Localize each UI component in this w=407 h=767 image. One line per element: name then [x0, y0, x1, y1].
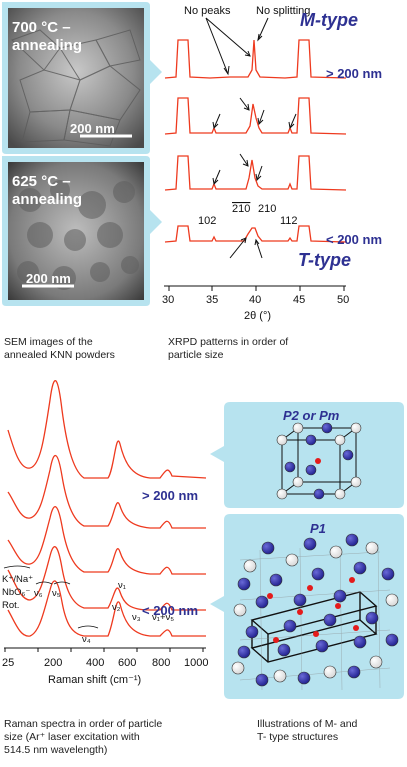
xrpd-trace-1 — [164, 39, 347, 79]
xrpd-plot: 30 35 40 45 50 2θ (°) No peaks No splitt… — [162, 5, 382, 322]
sem-bottom-label-line1: 625 °C – — [12, 173, 71, 190]
xrpd-trace-4 — [164, 225, 347, 243]
raman-tick-400: 400 — [86, 657, 104, 669]
caption-sem-line1: SEM images of the — [4, 336, 93, 348]
raman-trace-5 — [7, 580, 206, 637]
raman-tick-800: 800 — [152, 657, 170, 669]
band-label-rot: Rot. — [2, 600, 19, 611]
caption-raman-line3: 514.5 nm wavelength) — [4, 744, 108, 756]
structure-top-title: P2 or Pm — [283, 408, 340, 423]
raman-lt200-label: < 200 nm — [142, 603, 198, 618]
band-label-v3: ν₃ — [132, 612, 141, 623]
caption-xrpd: XRPD patterns in order of particle size — [168, 336, 288, 362]
xrpd-tick-45: 45 — [293, 294, 305, 306]
band-label-v2: ν₂ — [112, 602, 121, 613]
xrpd-tick-35: 35 — [206, 294, 218, 306]
reflection-102: 102 — [198, 215, 216, 227]
atoms-bottom — [231, 533, 399, 687]
caption-raman-line1: Raman spectra in order of particle — [4, 718, 163, 730]
reflection-210: 210 — [258, 203, 276, 215]
xrpd-x-ticks — [168, 286, 345, 291]
band-bracket-v4 — [77, 625, 99, 629]
caption-struct-line2: T- type structures — [257, 731, 339, 743]
sem-top-label-line2: annealing — [12, 37, 82, 54]
band-label-v5: ν₅ — [52, 588, 61, 599]
annotation-arrows — [205, 17, 297, 259]
caption-structures: Illustrations of M- and T- type structur… — [257, 718, 357, 744]
caption-xrpd-line1: XRPD patterns in order of — [168, 336, 289, 348]
band-bracket-v6 — [35, 581, 53, 585]
sem-panel-bottom: 625 °C – annealing 200 nm — [2, 156, 162, 306]
sem-panel-top: 700 °C – annealing 200 nm — [2, 2, 162, 154]
xrpd-tick-40: 40 — [249, 294, 261, 306]
xrpd-tick-50: 50 — [337, 294, 349, 306]
sem-bottom-label-line2: annealing — [12, 191, 82, 208]
raman-tick-25: 25 — [2, 657, 14, 669]
raman-tick-600: 600 — [118, 657, 136, 669]
caption-struct-line1: Illustrations of M- and — [257, 718, 358, 730]
sem-top-scale-label: 200 nm — [70, 121, 115, 136]
sem-top-label-line1: 700 °C – — [12, 19, 71, 36]
xrpd-t-type-label: T-type — [298, 250, 351, 270]
structure-panel-bottom: P1 — [210, 514, 404, 699]
band-bracket-v5 — [53, 581, 71, 585]
band-label-v6: ν₆ — [34, 588, 43, 599]
band-label-v4: ν₄ — [82, 634, 91, 645]
caption-xrpd-line2: particle size — [168, 349, 224, 361]
caption-sem-line2: annealed KNN powders — [4, 349, 115, 361]
raman-traces — [7, 379, 207, 637]
raman-trace-4 — [7, 546, 206, 611]
xrpd-tick-30: 30 — [162, 294, 174, 306]
structure-bottom-title: P1 — [310, 521, 326, 536]
band-bracket-ext — [3, 565, 31, 569]
xrpd-x-label: 2θ (°) — [244, 310, 271, 322]
raman-trace-1 — [7, 379, 207, 479]
raman-trace-2 — [7, 455, 206, 529]
reflection-112: 112 — [280, 215, 298, 227]
xrpd-traces — [164, 39, 347, 243]
caption-raman: Raman spectra in order of particle size … — [4, 718, 162, 757]
xrpd-annotation-no-splitting: No splitting — [256, 5, 310, 17]
xrpd-lt200-label: < 200 nm — [326, 232, 382, 247]
xrpd-gt200-label: > 200 nm — [326, 66, 382, 81]
band-label-ext: K⁺/Na⁺ — [2, 574, 33, 585]
raman-plot: 25 200 400 600 800 1000 Raman shift (cm⁻… — [2, 379, 208, 686]
raman-x-ticks — [4, 648, 204, 652]
raman-trace-3 — [7, 506, 206, 575]
raman-x-label: Raman shift (cm⁻¹) — [48, 674, 141, 686]
xrpd-m-type-label: M-type — [300, 10, 358, 30]
caption-sem: SEM images of the annealed KNN powders — [4, 336, 115, 362]
band-label-nbo: NbO₆⁻ — [2, 587, 30, 598]
sem-image-700 — [8, 8, 144, 148]
raman-tick-200: 200 — [44, 657, 62, 669]
caption-raman-line2: size (Ar⁺ laser excitation with — [4, 731, 140, 743]
xrpd-trace-3 — [164, 155, 347, 191]
reflection-2bar10: 210 — [232, 203, 250, 215]
xrpd-trace-2 — [164, 97, 347, 135]
raman-gt200-label: > 200 nm — [142, 488, 198, 503]
structure-panel-top: P2 or Pm — [210, 402, 404, 508]
red-atoms-bottom — [267, 577, 359, 643]
band-label-v1v5: ν₁+ν₅ — [152, 612, 174, 623]
raman-tick-1000: 1000 — [184, 657, 208, 669]
band-label-v1: ν₁ — [118, 580, 126, 591]
xrpd-annotation-no-peaks: No peaks — [184, 5, 231, 17]
sem-bottom-scale-label: 200 nm — [26, 271, 71, 286]
center-atom-top — [315, 458, 321, 464]
